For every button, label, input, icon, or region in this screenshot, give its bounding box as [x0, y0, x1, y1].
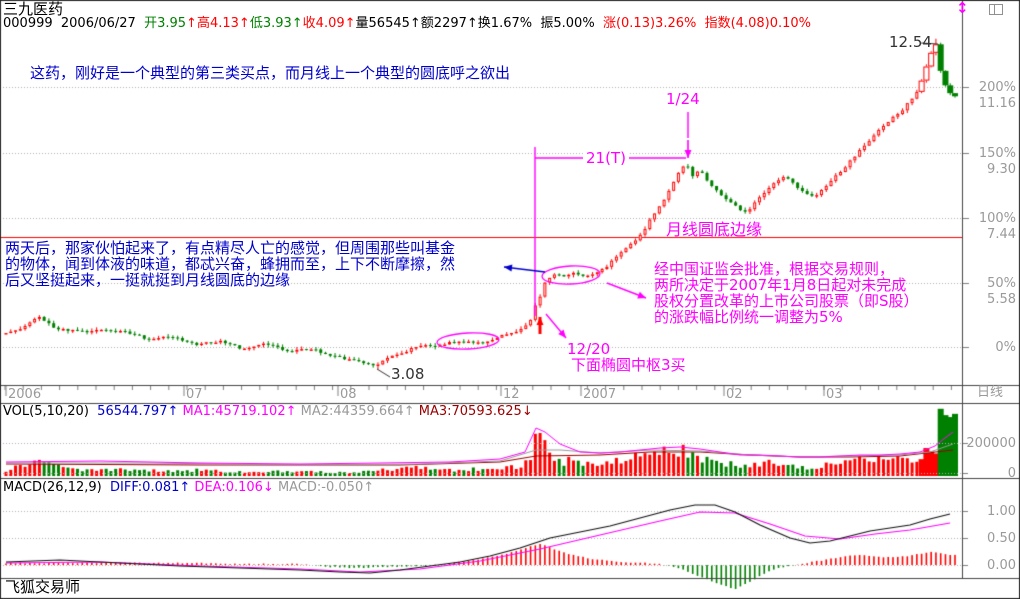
- statusbar-app-name: 飞狐交易师: [5, 578, 81, 596]
- note-line: 的物体，闻到体液的味道，都忒兴奋，蜂拥而至，上下不断摩擦，然: [5, 255, 456, 273]
- text-segment: 高4.13: [196, 16, 239, 31]
- text-segment: MA2:44359.664: [296, 404, 404, 419]
- high-price-label: 12.54: [889, 33, 932, 51]
- price-axis-percent-label: 200%: [978, 80, 1016, 95]
- macd-axis-label: 0.00: [987, 558, 1016, 573]
- text-segment: DEA:0.106: [190, 480, 263, 495]
- text-segment: 56544.797: [97, 404, 168, 419]
- text-segment: ↓: [262, 480, 274, 495]
- note-line: 经中国证监会批准，根据交易规则，: [654, 260, 895, 278]
- text-segment: ↓: [521, 404, 533, 419]
- text-segment: 指数(4.08)0.10%: [704, 16, 811, 31]
- text-segment: ↑: [344, 16, 356, 31]
- text-segment: ↑: [179, 480, 191, 495]
- stock-name: 三九医药: [3, 0, 64, 18]
- date-axis-label: 02: [726, 387, 743, 402]
- note-line: 两所决定于2007年1月8日起对未完成: [654, 276, 907, 294]
- volume-indicator-header: VOL(5,10,20) 56544.797↑ MA1:45719.102↑ M…: [3, 404, 533, 420]
- text-segment: 额2297: [420, 16, 467, 31]
- text-segment: 开3.95: [144, 16, 187, 31]
- text-segment: MA1:45719.102: [178, 404, 286, 419]
- price-axis-percent-label: 50%: [987, 276, 1016, 291]
- text-segment: MACD(26,12,9): [3, 480, 110, 495]
- date-axis-label: 12: [503, 387, 520, 402]
- price-axis-percent-label: 0%: [995, 340, 1016, 355]
- annotation-1-24-label: 1/24: [666, 90, 700, 108]
- text-segment: ↑: [291, 16, 303, 31]
- date-axis-label: 2007: [583, 387, 617, 402]
- text-segment: MACD:-0.050: [273, 480, 364, 495]
- price-axis-price-label: 11.16: [978, 96, 1016, 111]
- date-axis-label: 03: [826, 387, 843, 402]
- anchor-scroll-icon[interactable]: ↕: [956, 0, 969, 17]
- window-split-icon-bar: [994, 5, 995, 14]
- macd-axis-label: 0.50: [987, 531, 1016, 546]
- text-segment: MA3:70593.625: [414, 404, 522, 419]
- text-segment: 低3.93: [249, 16, 292, 31]
- text-segment: ↑: [238, 16, 250, 31]
- date-axis-label: 2006: [8, 387, 42, 402]
- annotation-21t-label: 21(T): [583, 149, 629, 168]
- volume-axis-label: 200000: [966, 436, 1016, 451]
- period-selector[interactable]: 日线: [976, 385, 1003, 400]
- annotation-round-bottom-label: 月线圆底边缘: [666, 220, 763, 239]
- annotation-top-note: 这药，刚好是一个典型的第三类买点，而月线上一个典型的圆底呼之欲出: [30, 64, 511, 82]
- text-segment: 振5.00%: [540, 16, 603, 31]
- note-line: 两天后，那家伙怕起来了，有点精尽人亡的感觉，但周围那些叫基金: [5, 239, 456, 257]
- text-segment: ↑: [403, 404, 415, 419]
- text-segment: 量56545: [355, 16, 410, 31]
- text-segment: DIFF:0.081: [110, 480, 180, 495]
- annotation-12-20-label: 12/20: [567, 340, 611, 358]
- text-segment: ↑: [285, 404, 297, 419]
- date-axis-label: 08: [340, 387, 357, 402]
- price-axis-price-label: 9.30: [987, 162, 1016, 177]
- quote-line: 000999 2006/06/27 开3.95↑高4.13↑低3.93↑收4.0…: [3, 16, 811, 32]
- price-axis-price-label: 7.44: [987, 227, 1016, 242]
- text-segment: VOL(5,10,20): [3, 404, 98, 419]
- annotation-right-note: 经中国证监会批准，根据交易规则， 两所决定于2007年1月8日起对未完成 股权分置改…: [654, 261, 919, 325]
- text-segment: ↑: [466, 16, 478, 31]
- note-line: 后又坚挺起来，一挺就挺到月线圆底的边缘: [5, 271, 291, 289]
- text-segment: 换1.67%: [477, 16, 541, 31]
- date-axis-label: 07: [186, 387, 203, 402]
- text-segment: ↑: [167, 404, 179, 419]
- annotation-pivot-label: 下面椭圆中枢3买: [571, 356, 686, 374]
- note-line: 股权分置改革的上市公司股票（即S股）: [654, 292, 919, 310]
- text-segment: ↑: [363, 480, 375, 495]
- price-axis-percent-label: 150%: [978, 146, 1016, 161]
- low-price-label: 3.08: [391, 365, 425, 383]
- price-axis-percent-label: 100%: [978, 211, 1016, 226]
- text-segment: 收4.09: [302, 16, 345, 31]
- price-axis-price-label: 5.58: [987, 292, 1016, 307]
- macd-axis-label: 1.00: [987, 504, 1016, 519]
- text-segment: 涨(0.13)3.26%: [602, 16, 705, 31]
- macd-indicator-header: MACD(26,12,9) DIFF:0.081↑ DEA:0.106↓ MAC…: [3, 480, 375, 496]
- annotation-left-note: 两天后，那家伙怕起来了，有点精尽人亡的感觉，但周围那些叫基金 的物体，闻到体液的味…: [5, 240, 455, 288]
- text-segment: 000999 2006/06/27: [3, 16, 145, 31]
- note-line: 的涨跌幅比例统一调整为5%: [654, 308, 843, 326]
- text-segment: ↑: [409, 16, 421, 31]
- volume-axis-label: 0: [1007, 466, 1016, 481]
- window-split-icon[interactable]: [989, 4, 1003, 15]
- text-segment: ↑: [186, 16, 197, 31]
